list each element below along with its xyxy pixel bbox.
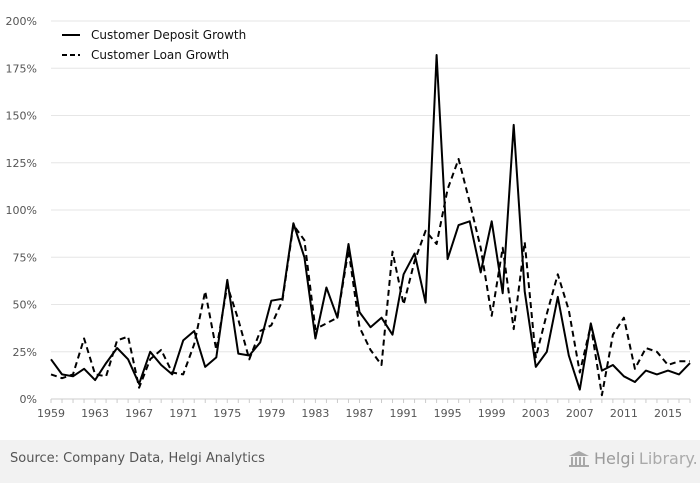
y-tick-label: 150% [6,110,37,123]
source-note: Source: Company Data, Helgi Analytics [10,451,265,466]
x-tick-label: 1995 [434,407,462,420]
series-line [50,158,690,397]
x-tick-label: 1987 [345,407,373,420]
y-tick-label: 200% [6,15,37,28]
y-tick-label: 175% [6,62,37,75]
x-tick-label: 1959 [37,407,65,420]
x-tick-label: 2007 [566,407,594,420]
series-line [50,54,691,391]
y-tick-label: 100% [6,204,37,217]
x-tick-label: 1983 [301,407,329,420]
x-tick-label: 1991 [390,407,418,420]
series-lines [50,54,691,397]
y-tick-label: 50% [13,299,37,312]
y-tick-label: 75% [13,251,37,264]
legend: Customer Deposit Growth Customer Loan Gro… [62,28,246,62]
legend-label: Customer Loan Growth [91,48,229,62]
x-tick-label: 1975 [213,407,241,420]
brand-name: Helgi [594,449,635,468]
x-tick-label: 1967 [125,407,153,420]
library-building-icon [569,450,589,467]
x-axis: 1959 1963 1967 1971 1975 1979 1983 1987 1991 1995… [37,398,691,420]
y-axis-tick-labels: 0% 25% 50% 75% 100% 125% 150% 175% 200% [6,15,37,406]
x-tick-label: 2003 [522,407,550,420]
x-tick-label: 1963 [81,407,109,420]
line-chart: 0% 25% 50% 75% 100% 125% 150% 175% 200% 1959 1963… [0,0,700,440]
y-tick-label: 0% [20,393,37,406]
x-tick-label: 2015 [654,407,682,420]
x-tick-label: 1971 [169,407,197,420]
chart-area: 0% 25% 50% 75% 100% 125% 150% 175% 200% 1959 1963… [0,0,700,440]
y-tick-label: 25% [13,346,37,359]
y-tick-label: 125% [6,157,37,170]
plot-background [0,0,700,440]
legend-label: Customer Deposit Growth [91,28,246,42]
brand-logo: Helgi Library. [568,449,698,468]
brand-suffix: Library. [638,449,698,468]
x-tick-label: 1999 [478,407,506,420]
x-tick-label: 2011 [610,407,638,420]
x-tick-label: 1979 [257,407,285,420]
